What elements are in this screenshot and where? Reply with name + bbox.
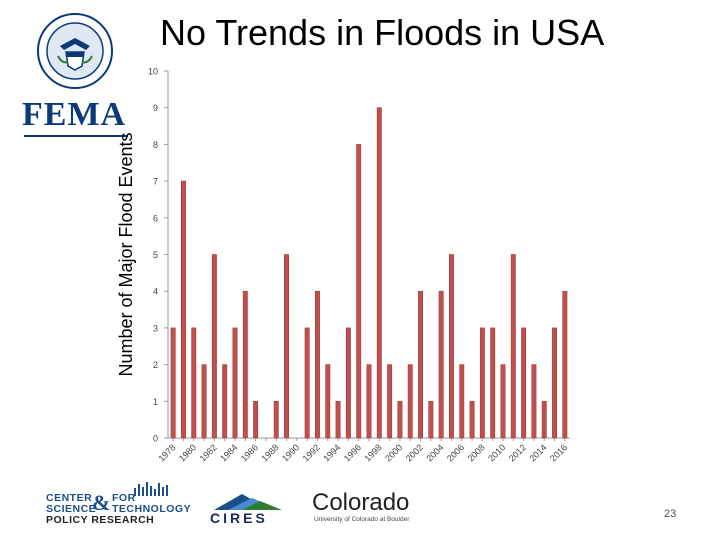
cstpr-technology: TECHNOLOGY [112,503,192,515]
y-tick-label: 9 [153,103,158,113]
y-axis-title: Number of Major Flood Events [116,132,136,376]
bar-1979 [180,180,186,439]
bar-2003 [428,400,434,439]
bar-1992 [314,290,320,439]
cstpr-for: FOR [112,492,136,504]
cstpr-ampersand: & [92,490,111,515]
x-tick-label: 1992 [301,442,322,463]
x-tick-label: 2004 [424,442,445,463]
cires-mountain-icon [214,494,282,510]
bar-1988 [273,400,279,439]
bar-1994 [335,400,341,439]
x-tick-label: 1998 [362,442,383,463]
y-tick-label: 1 [153,397,158,407]
bar-2001 [407,364,413,439]
x-tick-label: 2000 [383,442,404,463]
y-tick-label: 0 [153,434,158,444]
flood-events-chart: 0 1 2 3 4 5 6 7 8 9 10 Number of Major Flood Events… [116,67,570,464]
fema-rule [24,135,128,137]
bar-2007 [469,400,475,439]
x-tick-label: 2012 [507,442,528,463]
y-tick-label: 8 [153,140,158,150]
bar-1985 [242,290,248,439]
bar-1993 [325,364,331,439]
bar-1991 [304,327,310,439]
x-tick-label: 2008 [466,442,487,463]
bar-2014 [541,400,547,439]
bar-1980 [191,327,197,439]
bar-2002 [418,290,424,439]
bar-1978 [170,327,176,439]
colorado-logo: Colorado University of Colorado at Bould… [312,489,410,524]
y-tick-label: 2 [153,360,158,370]
bar-2016 [562,290,568,439]
bar-2011 [510,254,516,439]
cstpr-policy-research: POLICY RESEARCH [46,514,155,526]
x-tick-label: 2016 [548,442,569,463]
x-tick-label: 2010 [486,442,507,463]
y-tick-label: 5 [153,250,158,260]
bar-1986 [253,400,259,439]
x-tick-label: 1980 [177,442,198,463]
x-tick-label: 2002 [404,442,425,463]
bar-2005 [448,254,454,439]
bar-1999 [387,364,393,439]
bar-1982 [211,254,217,439]
bar-1997 [366,364,372,439]
bar-1981 [201,364,207,439]
bar-2008 [479,327,485,439]
x-tick-label: 1978 [156,442,177,463]
dhs-seal-logo [37,13,113,89]
x-tick-label: 2006 [445,442,466,463]
bar-1983 [222,364,228,439]
colorado-wordmark: Colorado [312,489,410,516]
bar-2012 [521,327,527,439]
y-tick-label: 7 [153,177,158,187]
x-tick-label: 1986 [239,442,260,463]
bar-2015 [552,327,558,439]
bar-2000 [397,400,403,439]
y-tick-label: 3 [153,323,158,333]
bar-2013 [531,364,537,439]
x-tick-label: 1982 [198,442,219,463]
y-tick-label: 4 [153,287,158,297]
cires-logo-text: CIRES [210,510,268,526]
bar-2006 [459,364,465,439]
bar-1996 [356,144,362,439]
y-tick-label: 6 [153,213,158,223]
bar-2004 [438,290,444,439]
x-tick-label: 1988 [259,442,280,463]
slide-title: No Trends in Floods in USA [160,12,605,53]
colorado-subtitle: University of Colorado at Boulder [314,516,410,523]
x-tick-label: 2014 [527,442,548,463]
cstpr-center: CENTER [46,492,93,504]
x-tick-label: 1990 [280,442,301,463]
x-tick-label: 1994 [321,442,342,463]
y-tick-label: 10 [148,67,158,77]
bar-2010 [500,364,506,439]
cstpr-bars-icon [134,482,168,496]
bar-1984 [232,327,238,439]
x-tick-label: 1996 [342,442,363,463]
cstpr-logo: CENTER FOR & SCIENCE TECHNOLOGY POLICY R… [46,482,191,526]
bar-1995 [345,327,351,439]
x-tick-label: 1984 [218,442,239,463]
cstpr-science: SCIENCE [46,503,97,515]
fema-logo: FEMA [22,96,127,133]
bar-1989 [284,254,290,439]
bar-1998 [376,107,382,439]
page-number: 23 [664,508,677,520]
bar-2009 [490,327,496,439]
